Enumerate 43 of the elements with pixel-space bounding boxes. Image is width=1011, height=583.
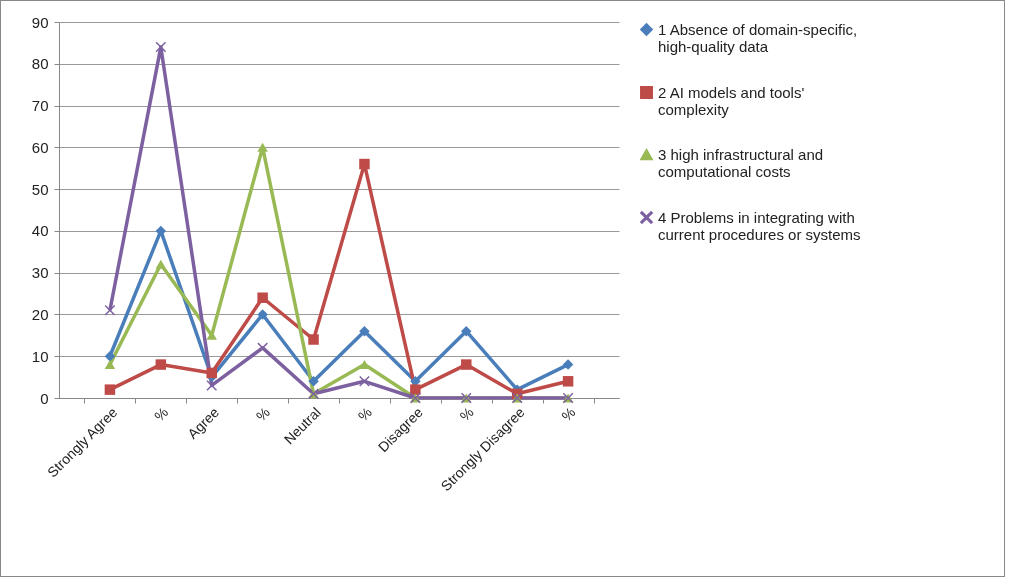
point [461, 325, 472, 337]
point [257, 342, 268, 354]
point [359, 325, 370, 337]
point [257, 309, 268, 320]
legend-label: 1 Absence of domain-specific, high-quality data [658, 20, 858, 55]
point [562, 359, 574, 370]
point [155, 225, 167, 237]
y-tick-label: 50 [31, 180, 49, 198]
point [308, 334, 319, 345]
x-tick-label: % [151, 404, 172, 425]
point [359, 376, 370, 387]
point [104, 360, 116, 370]
x-tick-label: % [558, 404, 579, 425]
y-tick-label: 20 [31, 305, 49, 323]
y-tick-label: 10 [31, 347, 49, 365]
point [155, 41, 167, 53]
point [410, 384, 421, 395]
point [155, 259, 167, 269]
point [104, 350, 116, 362]
legend-label: 4 Problems in integrating with current procedures or systems [658, 208, 861, 243]
point [359, 158, 370, 170]
x-tick-label: % [252, 404, 274, 425]
point [461, 359, 472, 370]
y-tick-label: 40 [31, 222, 49, 240]
legend-label: 2 AI models and tools' complexity [658, 83, 805, 118]
y-tick-label: 70 [31, 97, 49, 115]
point [155, 359, 167, 370]
y-tick-label: 90 [31, 13, 49, 31]
point [257, 142, 268, 152]
legend-label: 3 high infrastructural and computational costs [658, 145, 824, 180]
point [104, 305, 116, 316]
y-tick-label: 30 [31, 264, 49, 282]
y-tick-label: 80 [31, 55, 49, 73]
y-tick-label: 60 [31, 138, 49, 156]
point [308, 376, 319, 387]
x-tick-label: % [354, 404, 375, 425]
point [104, 384, 116, 395]
y-tick-label: 0 [40, 389, 49, 407]
point [206, 380, 217, 391]
point [257, 292, 268, 303]
point [206, 367, 217, 379]
x-tick-label: % [456, 404, 477, 425]
point [562, 376, 574, 387]
